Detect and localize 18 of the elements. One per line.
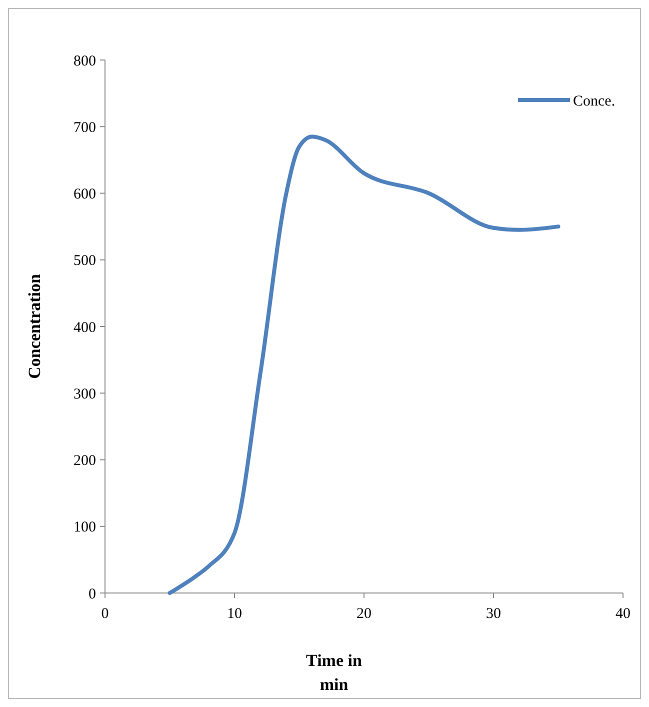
x-tick-label: 20 bbox=[356, 606, 372, 622]
y-tick-label: 300 bbox=[74, 386, 96, 402]
y-tick-label: 700 bbox=[74, 120, 96, 136]
y-tick-label: 600 bbox=[74, 186, 96, 202]
x-axis-title: Time in min bbox=[306, 651, 362, 694]
y-axis-title: Concentration bbox=[25, 274, 44, 379]
line-series bbox=[168, 134, 560, 595]
legend-label: Conce. bbox=[573, 93, 616, 110]
y-tick-label: 200 bbox=[74, 453, 96, 469]
x-tick-label: 30 bbox=[486, 606, 501, 622]
y-tick-label: 800 bbox=[74, 53, 96, 70]
y-tick-label: 400 bbox=[74, 320, 96, 336]
y-tick-label: 500 bbox=[74, 253, 96, 270]
y-tick-label: 0 bbox=[88, 586, 96, 602]
x-tick-label: 0 bbox=[101, 606, 109, 622]
y-tick-label: 100 bbox=[74, 520, 96, 536]
x-tick-label: 10 bbox=[227, 606, 242, 622]
x-tick-label: 40 bbox=[616, 606, 630, 622]
